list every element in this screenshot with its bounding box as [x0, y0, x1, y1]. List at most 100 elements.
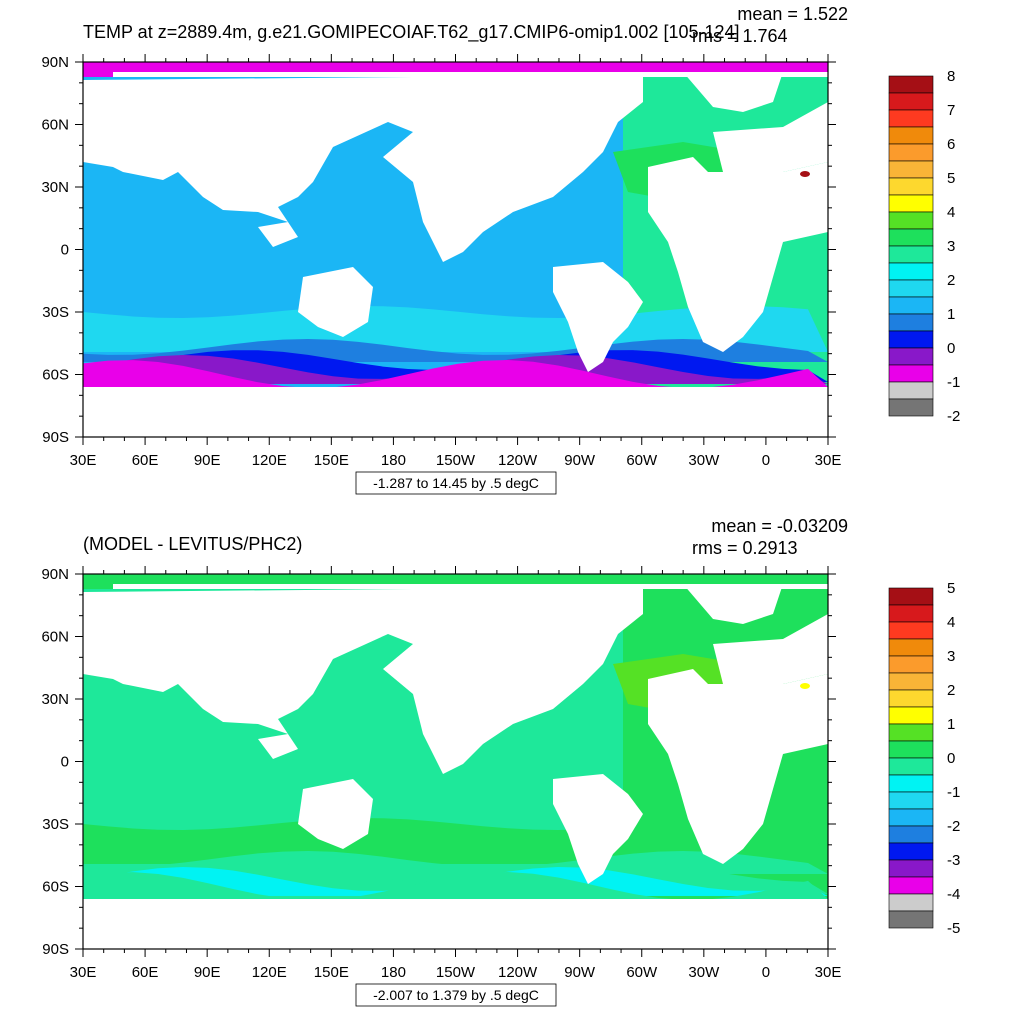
- rms-label: rms = 0.2913: [692, 538, 798, 558]
- colorbar-swatch: [888, 160, 934, 179]
- southern-ocean-band: [83, 818, 828, 864]
- lat-tick-label: 90N: [41, 54, 69, 71]
- lon-tick-label: 90W: [564, 452, 596, 469]
- colorbar-label: -4: [947, 886, 960, 903]
- lat-tick-label: 90S: [42, 941, 69, 958]
- colorbar-swatch: [888, 75, 934, 94]
- colorbar-swatch: [888, 194, 934, 213]
- colorbar-label: -3: [947, 852, 960, 869]
- colorbar-label: 0: [947, 340, 955, 357]
- colorbar-swatch: [888, 672, 934, 691]
- colorbar-swatch: [888, 279, 934, 298]
- lon-tick-label: 30E: [815, 452, 842, 469]
- lon-tick-label: 120W: [498, 964, 538, 981]
- lat-tick-label: 30N: [41, 179, 69, 196]
- colorbar-swatch: [888, 621, 934, 640]
- colorbar-swatch: [888, 757, 934, 776]
- lat-tick-label: 60S: [42, 879, 69, 896]
- colorbar-swatch: [888, 655, 934, 674]
- colorbar-swatch: [888, 398, 934, 417]
- colorbar-label: 5: [947, 170, 955, 187]
- colorbar-swatch: [888, 228, 934, 247]
- panel-title: (MODEL - LEVITUS/PHC2): [83, 534, 302, 554]
- range-box: [355, 471, 557, 495]
- colorbar-swatch: [888, 381, 934, 400]
- lon-tick-label: 150E: [314, 964, 349, 981]
- colorbar-label: 4: [947, 614, 955, 631]
- lon-tick-label: 30E: [70, 964, 97, 981]
- lon-tick-label: 150W: [436, 452, 476, 469]
- colorbar-swatch: [888, 92, 934, 111]
- colorbar-swatch: [888, 296, 934, 315]
- lat-tick-label: 30S: [42, 304, 69, 321]
- lat-tick-label: 30N: [41, 691, 69, 708]
- colorbar-label: 3: [947, 238, 955, 255]
- range-box: [355, 983, 557, 1007]
- map-panel-2: 30E 60E 90E 120E 150E 180 150W 120W 90W 60W 30W 0 30…: [41, 566, 841, 981]
- colorbar-swatch: [888, 262, 934, 281]
- lon-tick-label: 150E: [314, 452, 349, 469]
- lon-tick-label: 120W: [498, 452, 538, 469]
- colorbar-swatch: [888, 740, 934, 759]
- lon-tick-label: 60W: [626, 452, 658, 469]
- lon-tick-label: 0: [762, 964, 770, 981]
- lon-tick-label: 90E: [194, 964, 221, 981]
- range-label: -1.287 to 14.45 by .5 degC: [373, 475, 539, 491]
- colorbar-label: 8: [947, 68, 955, 85]
- colorbar-swatch: [888, 313, 934, 332]
- colorbar-swatch: [888, 109, 934, 128]
- colorbar-swatch: [888, 587, 934, 606]
- lon-tick-label: 30W: [688, 452, 720, 469]
- colorbar-swatch: [888, 689, 934, 708]
- lon-tick-label: 90W: [564, 964, 596, 981]
- range-label: -2.007 to 1.379 by .5 degC: [373, 987, 539, 1003]
- colorbar-swatch: [888, 604, 934, 623]
- mean-label: mean = -0.03209: [711, 516, 848, 536]
- southern-ocean-band: [83, 867, 828, 896]
- lon-tick-label: 30W: [688, 964, 720, 981]
- colorbar-label: 6: [947, 136, 955, 153]
- colorbar-swatch: [888, 859, 934, 878]
- lat-tick-label: 0: [61, 242, 69, 259]
- colorbar-swatch: [888, 330, 934, 349]
- colorbar-swatch: [888, 706, 934, 725]
- lon-tick-label: 30E: [70, 452, 97, 469]
- colorbar-label: 2: [947, 682, 955, 699]
- lon-tick-label: 0: [762, 452, 770, 469]
- colorbar-swatch: [888, 825, 934, 844]
- anomaly-spot: [800, 171, 810, 177]
- ocean-field: [83, 574, 828, 949]
- map-panel-1: 30E 60E 90E 120E 150E 180 150W 120W 90W 60W 30W 0 30…: [41, 54, 841, 469]
- colorbar-swatch: [888, 143, 934, 162]
- panel-title: TEMP at z=2889.4m, g.e21.GOMIPECOIAF.T62…: [83, 22, 740, 43]
- lon-tick-label: 180: [381, 452, 406, 469]
- colorbar-label: -2: [947, 408, 960, 425]
- colorbar-swatch: [888, 876, 934, 895]
- colorbar-label: 1: [947, 716, 955, 733]
- colorbar-label: -5: [947, 920, 960, 937]
- lon-tick-label: 180: [381, 964, 406, 981]
- colorbar-swatch: [888, 211, 934, 230]
- lon-tick-label: 150W: [436, 964, 476, 981]
- lat-tick-label: 30S: [42, 816, 69, 833]
- rms-label: rms = 1.764: [692, 26, 788, 46]
- colorbar-label: 4: [947, 204, 955, 221]
- lat-tick-label: 60N: [41, 117, 69, 134]
- colorbar-swatch: [888, 364, 934, 383]
- colorbar-label: -1: [947, 374, 960, 391]
- lon-tick-label: 90E: [194, 452, 221, 469]
- colorbar-label: -2: [947, 818, 960, 835]
- lat-tick-label: 60N: [41, 629, 69, 646]
- colorbar-label: 5: [947, 580, 955, 597]
- lon-tick-label: 60E: [132, 452, 159, 469]
- lon-tick-label: 60W: [626, 964, 658, 981]
- colorbar-swatch: [888, 347, 934, 366]
- colorbar-swatch: [888, 893, 934, 912]
- southern-ocean-band: [83, 872, 828, 900]
- colorbar-swatch: [888, 126, 934, 145]
- colorbar-label: 1: [947, 306, 955, 323]
- colorbar-label: 0: [947, 750, 955, 767]
- southern-ocean-band: [83, 360, 828, 388]
- colorbar-swatch: [888, 723, 934, 742]
